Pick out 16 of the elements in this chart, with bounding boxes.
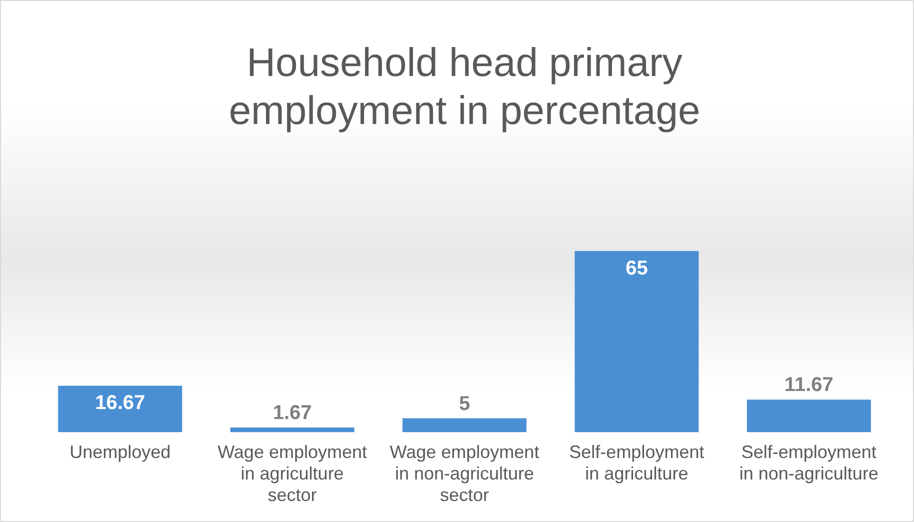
bar: [574, 250, 699, 432]
bar: [402, 418, 526, 432]
x-tick-label: Self-employment in agriculture: [569, 442, 704, 484]
x-tick-label: Wage employment in agriculture sector: [218, 442, 368, 506]
chart-title: Household head primary employment in percentage: [228, 41, 700, 134]
x-tick-label: Wage employment in non-agriculture sector: [390, 442, 540, 506]
data-label: 5: [458, 392, 470, 415]
x-tick-label: Self-employment in non-agriculture: [739, 442, 878, 484]
bar: [58, 386, 182, 432]
data-label: 1.67: [272, 402, 312, 424]
bar: [746, 400, 871, 432]
bar: [230, 428, 354, 432]
data-label: 65: [626, 257, 648, 280]
data-label: 16.67: [95, 392, 146, 414]
data-label: 11.67: [784, 374, 834, 396]
x-tick-label: Unemployed: [70, 442, 171, 462]
